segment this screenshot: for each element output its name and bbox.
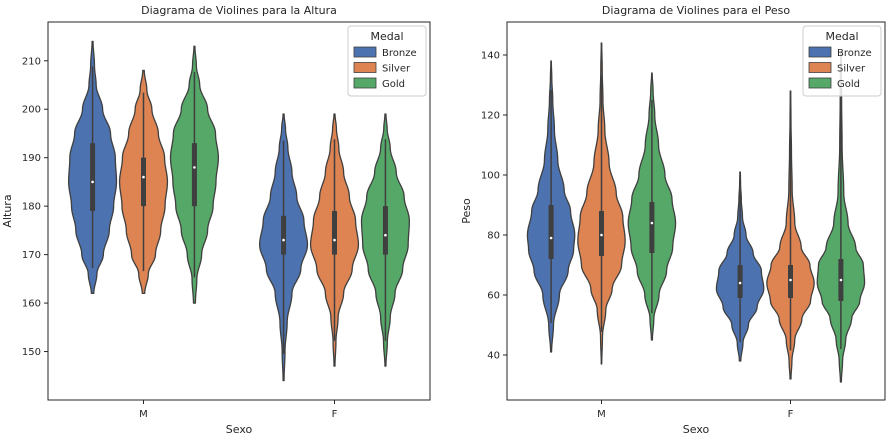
violin-iqr-box: [332, 211, 337, 255]
chart-title: Diagrama de Violines para el Peso: [602, 4, 790, 17]
legend-label-bronze: Bronze: [382, 48, 417, 59]
legend-label-gold: Gold: [837, 79, 860, 90]
y-tick-label: 60: [487, 291, 500, 302]
y-tick-label: 40: [487, 351, 500, 362]
legend-swatch-silver: [353, 62, 377, 73]
y-axis-label: Peso: [460, 198, 473, 224]
y-tick-label: 190: [22, 153, 41, 164]
legend: Medal Bronze Silver Gold: [802, 25, 882, 97]
y-tick-label: 80: [487, 231, 500, 242]
violin-median-dot: [600, 233, 603, 237]
violin-median-dot: [650, 221, 654, 225]
y-tick-label: 140: [481, 51, 500, 62]
legend-label-silver: Silver: [382, 64, 411, 75]
violin-iqr-box: [90, 143, 96, 211]
violin-median-dot: [789, 278, 792, 282]
y-tick-label: 120: [481, 111, 500, 122]
violin-median-dot: [839, 278, 843, 282]
violin-median-dot: [193, 166, 196, 169]
violin-iqr-box: [141, 157, 146, 207]
x-axis-label: Sexo: [226, 423, 253, 436]
x-axis-label: Sexo: [683, 423, 710, 436]
violin-iqr-box: [548, 205, 554, 259]
legend-swatch-gold: [353, 77, 377, 89]
x-tick-label: F: [332, 409, 338, 420]
legend: Medal Bronze Silver Gold: [347, 25, 427, 97]
legend-swatch-gold: [808, 77, 832, 89]
legend-label-silver: Silver: [837, 64, 866, 75]
legend-swatch-silver: [808, 62, 832, 73]
violin-iqr-box: [599, 211, 604, 256]
y-axis-label: Altura: [1, 194, 14, 227]
legend-label-gold: Gold: [382, 79, 405, 90]
x-tick-label: F: [788, 409, 794, 420]
violin-iqr-box: [649, 202, 655, 253]
chart-panel-0: Diagrama de Violines para la Altura 150 16…: [1, 4, 431, 436]
violin-iqr-box: [737, 265, 743, 298]
x-tick-label: M: [139, 409, 148, 420]
y-tick-label: 170: [22, 250, 41, 261]
plot-frame: [47, 21, 431, 401]
y-tick-label: 150: [22, 347, 41, 358]
plot-frame: [506, 21, 886, 401]
violin-median-dot: [738, 281, 742, 285]
y-tick-label: 180: [22, 202, 41, 213]
violin-median-dot: [549, 236, 553, 240]
violin-iqr-box: [191, 143, 197, 207]
legend-title: Medal: [370, 30, 403, 43]
legend-swatch-bronze: [808, 46, 832, 58]
chart-title: Diagrama de Violines para la Altura: [141, 4, 337, 17]
violin-iqr-box: [382, 206, 388, 255]
y-tick-label: 100: [481, 171, 500, 182]
y-tick-label: 160: [22, 299, 41, 310]
legend-title: Medal: [825, 30, 858, 43]
violin-median-dot: [142, 175, 145, 179]
violin-iqr-box: [788, 265, 793, 298]
violin-median-dot: [282, 238, 285, 242]
y-tick-label: 200: [22, 105, 41, 116]
violin-median-dot: [91, 180, 94, 184]
legend-label-bronze: Bronze: [837, 48, 872, 59]
x-tick-label: M: [597, 409, 606, 420]
violin-median-dot: [333, 238, 336, 242]
chart-panel-1: Diagrama de Violines para el Peso 40 60 80 1…: [460, 4, 886, 436]
y-tick-label: 210: [22, 56, 41, 67]
violin-iqr-box: [281, 215, 287, 255]
legend-swatch-bronze: [353, 46, 377, 58]
violin-median-dot: [384, 233, 387, 237]
